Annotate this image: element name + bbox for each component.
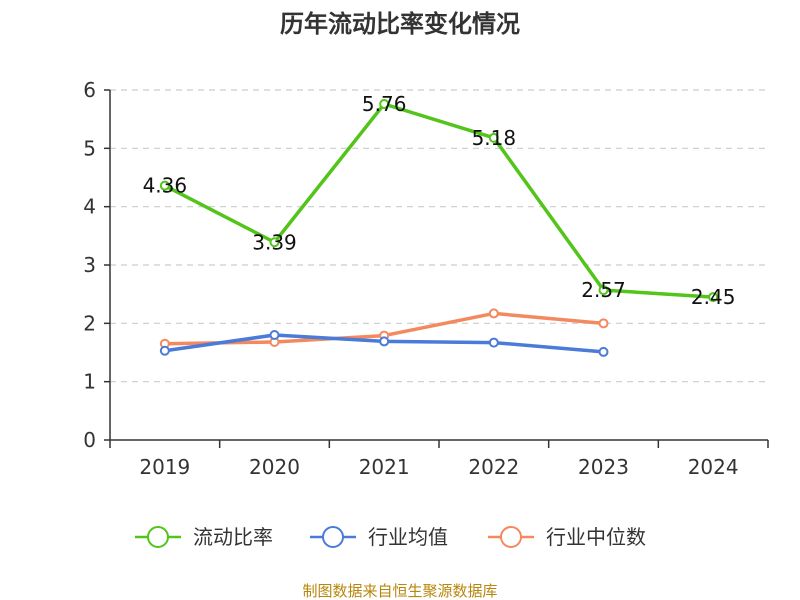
x-tick-label: 2022 (468, 455, 519, 479)
data-point (379, 99, 390, 109)
chart-title: 历年流动比率变化情况 (280, 10, 520, 38)
y-tick-label: 3 (83, 253, 96, 277)
x-tick-label: 2019 (139, 455, 190, 479)
legend-label: 行业中位数 (546, 525, 646, 549)
data-label: 3.39 (252, 230, 297, 254)
data-point (379, 336, 390, 347)
y-tick-label: 2 (83, 311, 96, 335)
data-point (159, 180, 170, 191)
y-tick-label: 1 (83, 370, 96, 394)
legend-item[interactable]: 流动比率 (135, 525, 273, 549)
data-point (269, 330, 280, 340)
legend-item[interactable]: 行业中位数 (488, 525, 646, 549)
data-point (488, 132, 499, 143)
series-line (164, 102, 714, 299)
y-tick-label: 5 (83, 136, 96, 160)
data-label: 5.76 (362, 92, 407, 116)
y-tick-label: 0 (83, 428, 96, 452)
data-point (598, 318, 609, 329)
x-tick-label: 2024 (688, 455, 739, 479)
legend-label: 行业均值 (368, 525, 448, 549)
legend[interactable]: 流动比率 行业均值 行业中位数 (135, 525, 646, 549)
data-label: 4.36 (143, 174, 188, 198)
legend-marker (322, 526, 344, 548)
x-tick-label: 2021 (359, 455, 410, 479)
source-note: 制图数据来自恒生聚源数据库 (302, 582, 497, 600)
x-tick-label: 2023 (578, 455, 629, 479)
data-label: 5.18 (472, 126, 517, 150)
legend-marker (500, 526, 522, 548)
data-point (269, 237, 280, 248)
series-lines (159, 99, 719, 357)
data-labels: 4.36 3.39 5.76 5.18 2.57 2.45 (143, 92, 736, 309)
legend-label: 流动比率 (193, 525, 273, 549)
data-label: 2.45 (691, 285, 736, 309)
data-point (488, 337, 499, 348)
data-label: 2.57 (581, 278, 626, 302)
y-tick-label: 6 (83, 78, 96, 102)
grid (110, 89, 768, 383)
data-point (708, 292, 719, 303)
y-tick-label: 4 (83, 195, 96, 219)
axes: 0 1 2 3 4 5 6 2019 2020 2021 2022 2023 2024 (83, 78, 769, 479)
data-point (598, 285, 609, 296)
data-point (159, 345, 170, 356)
legend-item[interactable]: 行业均值 (310, 525, 448, 549)
legend-marker (147, 526, 169, 548)
data-point (598, 346, 609, 357)
data-point (488, 308, 499, 319)
x-tick-label: 2020 (249, 455, 300, 479)
